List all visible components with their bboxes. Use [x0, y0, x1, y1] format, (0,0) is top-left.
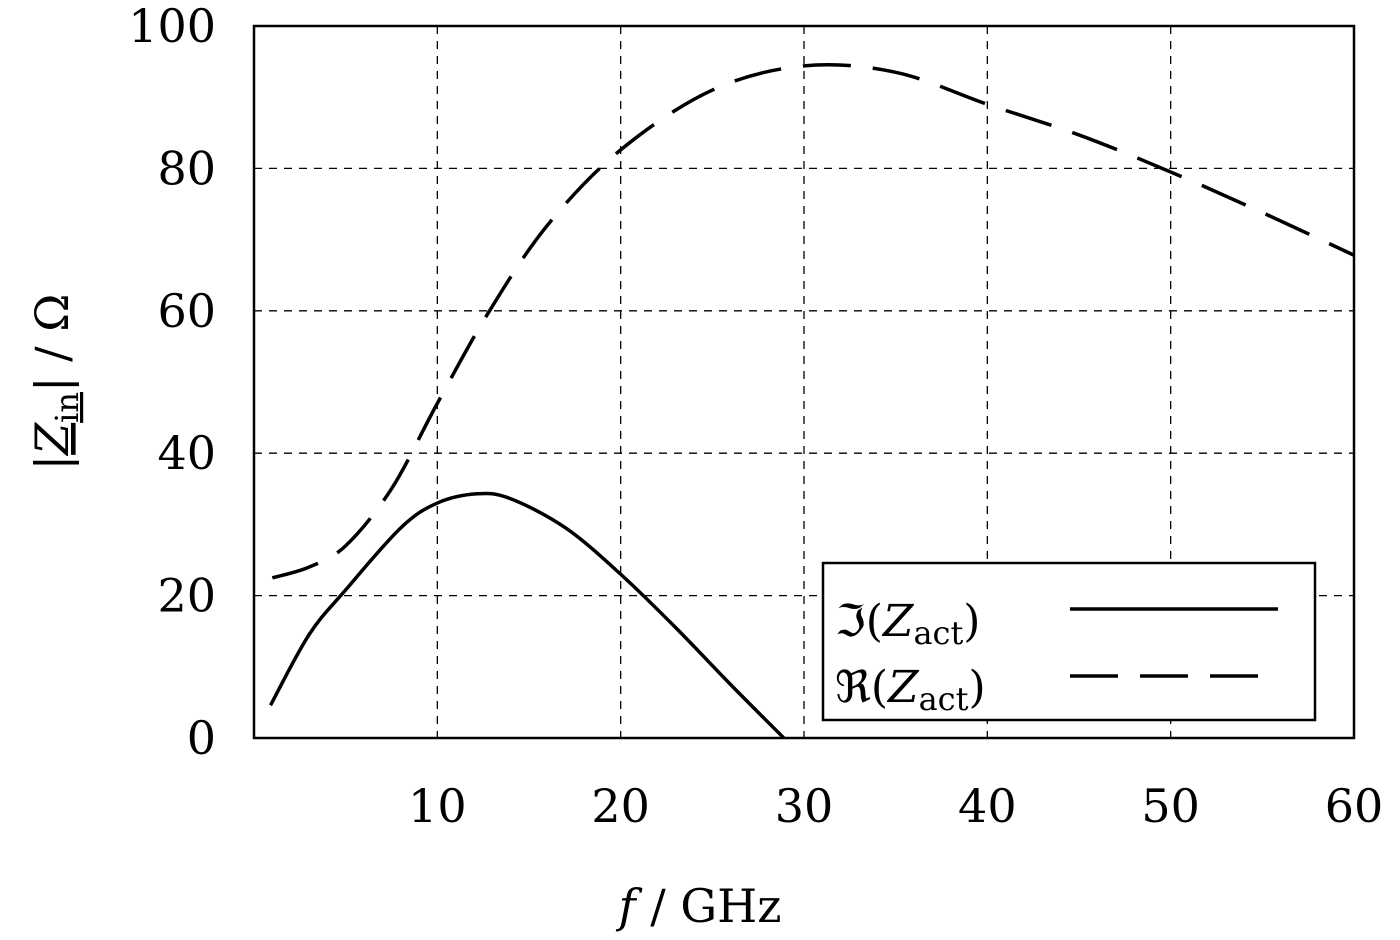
- series-line-1: [271, 62, 1355, 580]
- y-axis-label: |Zin| / Ω: [25, 294, 86, 471]
- series-line-0: [268, 491, 786, 740]
- x-axis-label: f / GHz: [616, 879, 782, 933]
- x-tick-labels: 10 20 30 40 50 60: [408, 779, 1383, 833]
- y-tick-label: 60: [157, 284, 216, 338]
- x-tick-label: 10: [408, 779, 467, 833]
- y-tick-label: 0: [187, 711, 216, 765]
- x-tick-label: 20: [591, 779, 650, 833]
- x-tick-label: 40: [958, 779, 1017, 833]
- series-layer: [268, 62, 1355, 740]
- y-tick-label: 80: [157, 141, 216, 195]
- x-tick-label: 50: [1141, 779, 1200, 833]
- plot-frame: [252, 24, 1356, 740]
- legend-label-imag: ℑ(Zact): [835, 596, 980, 652]
- legend-label-real: ℜ(Zact): [835, 662, 986, 718]
- x-tick-label: 60: [1325, 779, 1384, 833]
- y-tick-label: 40: [157, 426, 216, 480]
- y-tick-labels: 0 20 40 60 80 100: [128, 0, 216, 765]
- legend-box: [821, 561, 1317, 722]
- x-tick-label: 30: [775, 779, 834, 833]
- y-tick-label: 20: [157, 569, 216, 623]
- legend: ℑ(Zact) ℜ(Zact): [821, 561, 1317, 722]
- y-tick-label: 100: [128, 0, 216, 53]
- svg-text:|Zin| / Ω: |Zin| / Ω: [25, 294, 86, 471]
